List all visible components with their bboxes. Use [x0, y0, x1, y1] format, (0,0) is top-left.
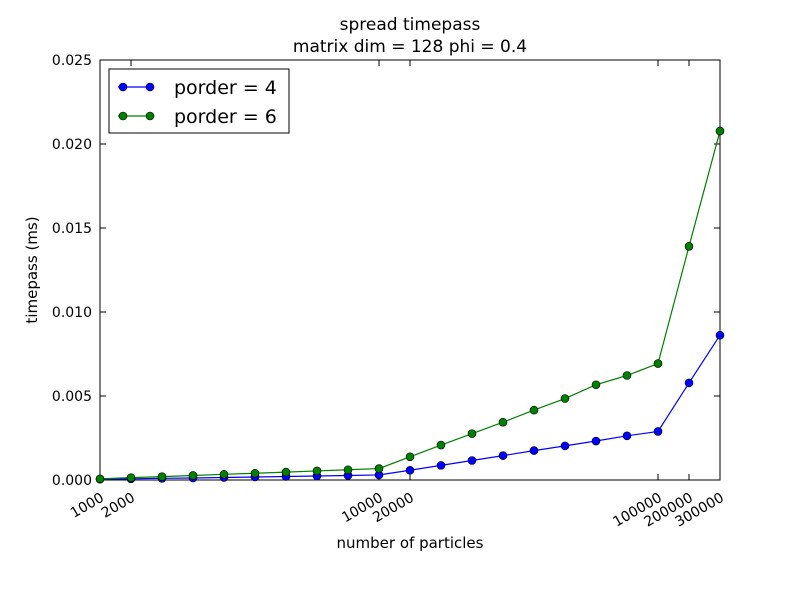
data-point	[622, 431, 632, 441]
data-point	[653, 427, 663, 436]
data-point	[684, 378, 694, 388]
legend-marker	[145, 111, 155, 121]
y-tick-label: 0.015	[52, 221, 92, 237]
data-point	[591, 436, 601, 446]
chart-subtitle: matrix dim = 128 phi = 0.4	[293, 37, 527, 57]
legend-label: porder = 4	[174, 77, 277, 99]
legend-label: porder = 6	[174, 106, 277, 128]
data-point	[250, 468, 260, 478]
data-point	[405, 452, 415, 462]
data-point	[157, 472, 167, 481]
y-tick-label: 0.020	[52, 137, 92, 153]
legend-marker	[118, 111, 128, 121]
data-point	[374, 464, 384, 473]
data-point	[622, 371, 632, 380]
data-point	[436, 440, 446, 450]
data-point	[467, 456, 477, 465]
data-point	[436, 461, 446, 470]
data-point	[219, 469, 229, 479]
y-axis: 0.000 0.005 0.010 0.015 0.020 0.025	[52, 53, 720, 489]
data-point	[405, 465, 415, 475]
data-point	[653, 359, 663, 368]
data-point	[343, 465, 353, 475]
series-layer	[95, 126, 725, 484]
y-tick-label: 0.010	[52, 305, 92, 321]
legend: porder = 4 porder = 6	[108, 68, 290, 134]
legend-box	[108, 68, 290, 134]
data-point	[498, 451, 508, 460]
legend-marker	[145, 82, 155, 92]
data-point	[529, 405, 539, 415]
data-point	[281, 467, 291, 477]
y-tick-label: 0.005	[52, 389, 92, 405]
data-point	[312, 466, 322, 476]
data-point	[467, 429, 477, 438]
data-point	[560, 394, 570, 403]
legend-marker	[118, 82, 128, 92]
data-point	[126, 473, 136, 482]
data-point	[715, 126, 725, 136]
data-point	[498, 417, 508, 427]
data-point	[529, 446, 539, 455]
data-point	[188, 471, 198, 480]
data-point	[560, 441, 570, 451]
y-tick-label: 0.025	[52, 53, 92, 69]
chart-title: spread timepass	[340, 15, 481, 35]
data-point	[591, 380, 601, 390]
data-point	[715, 330, 725, 340]
y-tick-label: 0.000	[52, 473, 92, 489]
data-point	[95, 474, 105, 484]
y-axis-label: timepass (ms)	[23, 216, 41, 323]
x-tick-label: 2000	[99, 490, 138, 522]
x-axis-label: number of particles	[337, 534, 484, 552]
data-point	[684, 242, 694, 251]
